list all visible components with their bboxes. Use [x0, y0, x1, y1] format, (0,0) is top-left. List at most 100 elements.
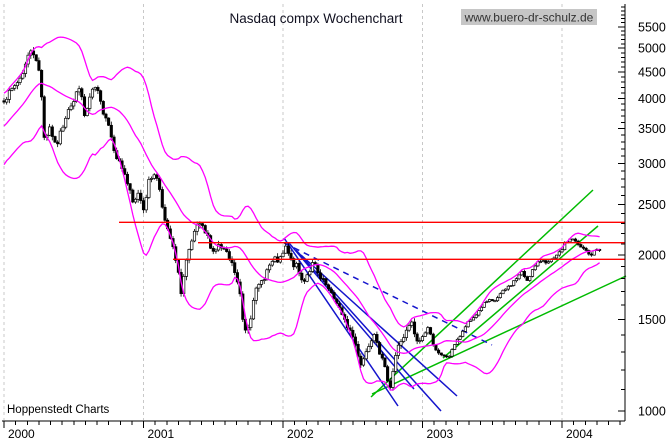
- candle-up: [571, 238, 575, 241]
- candle-down: [584, 247, 588, 251]
- middle-bollinger-band: [3, 82, 600, 354]
- candle-down: [412, 321, 417, 335]
- candle-up: [147, 179, 151, 198]
- candle-up: [493, 300, 497, 303]
- candle-up: [69, 105, 73, 110]
- candle-up: [555, 254, 559, 259]
- candle-up: [61, 126, 65, 132]
- candle-up: [198, 223, 202, 226]
- watermark-link[interactable]: www.buero-dr-schulz.de: [461, 9, 597, 25]
- candle-down: [289, 253, 293, 259]
- candle-up: [66, 109, 70, 119]
- candle-down: [378, 342, 382, 355]
- candle-up: [469, 319, 473, 322]
- candle-down: [386, 366, 390, 382]
- candle-up: [402, 337, 406, 342]
- candle-up: [538, 261, 543, 263]
- blue-trendline: [283, 237, 399, 407]
- candle-down: [42, 96, 46, 138]
- candle-down: [104, 113, 108, 119]
- candle-up: [372, 334, 376, 342]
- candle-up: [482, 302, 486, 308]
- candle-down: [525, 276, 529, 281]
- candle-up: [479, 306, 484, 311]
- candle-up: [541, 260, 545, 262]
- x-axis-label: 2004: [566, 427, 593, 441]
- candle-down: [225, 248, 229, 252]
- candle-up: [423, 332, 427, 337]
- candle-down: [200, 223, 205, 226]
- candle-down: [522, 271, 526, 277]
- candle-up: [281, 252, 285, 258]
- candle-up: [364, 351, 368, 360]
- y-axis-label: 5000: [638, 42, 666, 56]
- candle-up: [5, 98, 9, 103]
- candle-up: [149, 178, 154, 180]
- candle-down: [203, 225, 207, 234]
- candle-up: [394, 355, 398, 372]
- candle-up: [310, 262, 315, 272]
- candle-down: [107, 117, 111, 126]
- candle-down: [437, 349, 441, 354]
- candle-up: [407, 325, 411, 331]
- candle-up: [192, 230, 197, 242]
- candle-up: [268, 264, 272, 271]
- candle-up: [214, 249, 218, 252]
- candle-down: [235, 272, 239, 283]
- upper-bollinger-band: [3, 36, 600, 328]
- green-trendline: [442, 225, 599, 359]
- candle-up: [560, 249, 564, 253]
- candle-up: [13, 85, 17, 89]
- candle-up: [262, 279, 266, 282]
- candle-up: [88, 96, 92, 109]
- candle-up: [458, 336, 462, 340]
- candle-up: [294, 263, 298, 268]
- candle-down: [300, 272, 304, 281]
- candle-up: [15, 82, 19, 87]
- y-axis-label: 1000: [638, 405, 666, 419]
- candle-down: [356, 343, 360, 357]
- candle-up: [284, 245, 288, 254]
- candle-down: [445, 355, 449, 358]
- candle-down: [380, 353, 384, 359]
- candle-up: [21, 73, 25, 79]
- candle-up: [477, 310, 481, 316]
- candle-up: [64, 117, 68, 128]
- candle-down: [99, 90, 103, 102]
- candle-down: [80, 88, 84, 98]
- candle-up: [420, 336, 425, 341]
- candle-up: [517, 274, 521, 280]
- candle-up: [305, 274, 309, 282]
- candle-up: [391, 371, 395, 388]
- blue-dashed-trendline: [283, 242, 493, 346]
- candle-up: [184, 259, 188, 277]
- candle-up: [557, 251, 561, 256]
- candle-up: [93, 87, 97, 90]
- candle-down: [160, 189, 164, 208]
- candle-up: [520, 271, 524, 276]
- candle-down: [34, 54, 38, 61]
- candle-down: [490, 299, 494, 302]
- candle-up: [474, 314, 478, 318]
- candle-down: [353, 336, 357, 345]
- candles-layer: [2, 47, 602, 391]
- candle-up: [72, 101, 76, 107]
- candle-up: [410, 321, 414, 326]
- y-axis-label: 4000: [638, 92, 666, 106]
- y-axis-label: 1500: [638, 313, 666, 327]
- candle-down: [324, 278, 328, 286]
- candle-down: [589, 253, 594, 256]
- candle-up: [498, 293, 502, 298]
- candle-down: [96, 87, 100, 92]
- candle-up: [133, 198, 138, 203]
- candle-up: [361, 358, 366, 366]
- candle-down: [544, 260, 548, 264]
- candle-down: [442, 354, 446, 357]
- x-axis-label: 2002: [287, 427, 314, 441]
- x-axis-label: 2000: [8, 427, 35, 441]
- candle-up: [404, 329, 408, 338]
- candle-up: [509, 285, 513, 287]
- candle-up: [270, 261, 274, 266]
- candle-up: [396, 344, 400, 356]
